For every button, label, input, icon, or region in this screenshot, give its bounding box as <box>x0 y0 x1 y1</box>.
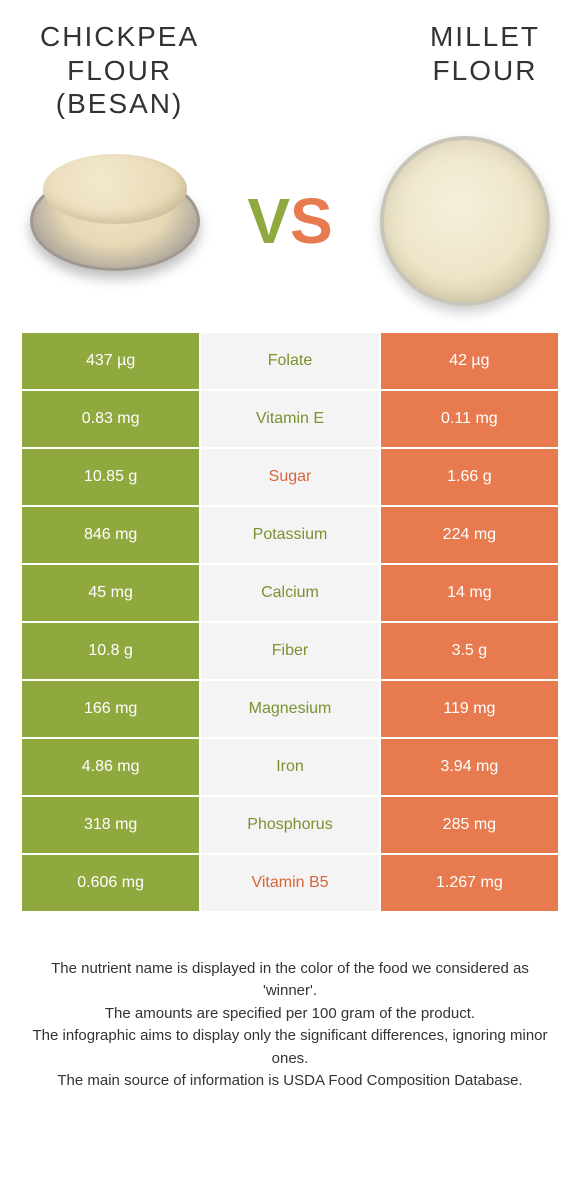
table-row: 4.86 mgIron3.94 mg <box>21 738 559 796</box>
nutrient-name-cell: Sugar <box>200 448 379 506</box>
footer-line-2: The amounts are specified per 100 gram o… <box>30 1003 550 1026</box>
nutrient-name-cell: Magnesium <box>200 680 379 738</box>
chickpea-flour-bowl-icon <box>30 171 200 271</box>
vs-s: S <box>290 185 333 257</box>
footer-notes: The nutrient name is displayed in the co… <box>0 913 580 1093</box>
table-row: 45 mgCalcium14 mg <box>21 564 559 622</box>
comparison-table: 437 µgFolate42 µg0.83 mgVitamin E0.11 mg… <box>20 331 560 913</box>
right-value-cell: 42 µg <box>380 332 559 390</box>
vs-v: V <box>247 185 290 257</box>
nutrient-name-cell: Fiber <box>200 622 379 680</box>
left-value-cell: 846 mg <box>21 506 200 564</box>
right-value-cell: 3.94 mg <box>380 738 559 796</box>
images-row: VS <box>0 131 580 331</box>
left-value-cell: 318 mg <box>21 796 200 854</box>
left-food-title: CHICKPEA FLOUR (BESAN) <box>40 20 199 121</box>
nutrient-name-cell: Iron <box>200 738 379 796</box>
left-value-cell: 0.606 mg <box>21 854 200 912</box>
right-value-cell: 0.11 mg <box>380 390 559 448</box>
nutrient-name-cell: Phosphorus <box>200 796 379 854</box>
table-row: 166 mgMagnesium119 mg <box>21 680 559 738</box>
millet-flour-bowl-icon <box>380 136 550 306</box>
left-value-cell: 10.85 g <box>21 448 200 506</box>
nutrient-name-cell: Vitamin B5 <box>200 854 379 912</box>
right-value-cell: 1.66 g <box>380 448 559 506</box>
left-value-cell: 4.86 mg <box>21 738 200 796</box>
right-value-cell: 14 mg <box>380 564 559 622</box>
table-row: 437 µgFolate42 µg <box>21 332 559 390</box>
nutrient-name-cell: Calcium <box>200 564 379 622</box>
nutrient-name-cell: Folate <box>200 332 379 390</box>
table-row: 10.85 gSugar1.66 g <box>21 448 559 506</box>
table-row: 10.8 gFiber3.5 g <box>21 622 559 680</box>
nutrient-name-cell: Potassium <box>200 506 379 564</box>
nutrient-name-cell: Vitamin E <box>200 390 379 448</box>
right-value-cell: 119 mg <box>380 680 559 738</box>
table-row: 846 mgPotassium224 mg <box>21 506 559 564</box>
header: CHICKPEA FLOUR (BESAN) MILLET FLOUR <box>0 0 580 131</box>
right-value-cell: 3.5 g <box>380 622 559 680</box>
right-value-cell: 224 mg <box>380 506 559 564</box>
left-food-image <box>20 141 210 301</box>
right-value-cell: 285 mg <box>380 796 559 854</box>
footer-line-3: The infographic aims to display only the… <box>30 1025 550 1070</box>
left-value-cell: 0.83 mg <box>21 390 200 448</box>
right-food-title: MILLET FLOUR <box>430 20 540 121</box>
left-value-cell: 437 µg <box>21 332 200 390</box>
left-value-cell: 166 mg <box>21 680 200 738</box>
left-value-cell: 10.8 g <box>21 622 200 680</box>
left-value-cell: 45 mg <box>21 564 200 622</box>
footer-line-4: The main source of information is USDA F… <box>30 1070 550 1093</box>
table-row: 318 mgPhosphorus285 mg <box>21 796 559 854</box>
footer-line-1: The nutrient name is displayed in the co… <box>30 958 550 1003</box>
right-value-cell: 1.267 mg <box>380 854 559 912</box>
vs-label: VS <box>247 184 332 258</box>
table-row: 0.83 mgVitamin E0.11 mg <box>21 390 559 448</box>
right-food-image <box>370 141 560 301</box>
table-row: 0.606 mgVitamin B51.267 mg <box>21 854 559 912</box>
